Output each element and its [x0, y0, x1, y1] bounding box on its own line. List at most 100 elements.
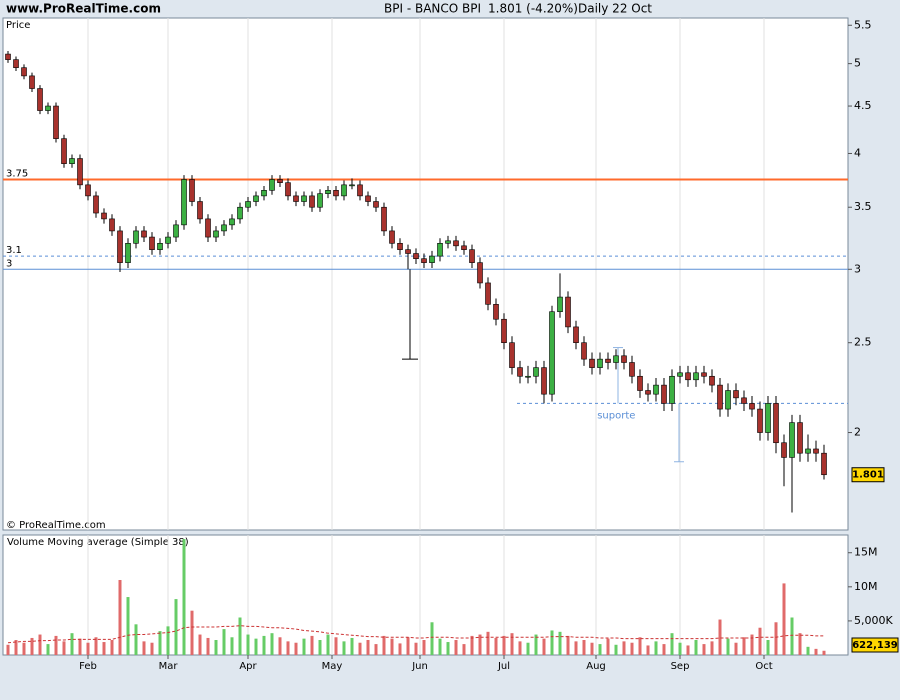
candle-body [293, 195, 299, 202]
price-tag: 1.801 [852, 470, 884, 481]
candle-body [669, 375, 675, 404]
price-panel [2, 17, 849, 531]
volume-bar [734, 642, 738, 655]
volume-bar [246, 634, 250, 655]
volume-bar [510, 633, 514, 655]
candle-body [565, 296, 571, 328]
candle-body [789, 422, 795, 458]
candle-body [421, 258, 427, 263]
volume-bar [566, 635, 570, 655]
volume-bar [262, 635, 266, 655]
candle-body [189, 179, 195, 202]
volume-bar [174, 599, 178, 655]
volume-bar [678, 642, 682, 655]
candle-body [429, 255, 435, 263]
volume-bar [198, 634, 202, 655]
candle-body [597, 358, 603, 368]
volume-bar [390, 638, 394, 655]
y-tick-label: 10M [854, 580, 878, 593]
candle-body [485, 282, 491, 305]
y-tick-label: 3 [854, 262, 861, 275]
volume-bar [718, 619, 722, 655]
x-tick-label: Sep [671, 661, 690, 672]
volume-bar [598, 644, 602, 655]
volume-bar [494, 637, 498, 655]
volume-bar [758, 627, 762, 655]
candle-body [21, 67, 27, 77]
candle-body [381, 206, 387, 232]
level-label: 3.75 [6, 168, 28, 179]
candle-body [709, 375, 715, 386]
candle-body [325, 190, 331, 194]
candle-body [125, 243, 131, 263]
volume-bar [726, 638, 730, 655]
candle-body [613, 355, 619, 363]
volume-bar [286, 641, 290, 655]
volume-bar [646, 645, 650, 655]
candle-body [533, 367, 539, 377]
level-label: 3 [6, 258, 12, 269]
volume-bar [182, 539, 186, 655]
candle-body [205, 218, 211, 238]
candle-body [653, 384, 659, 395]
candle-body [645, 390, 651, 395]
candle-body [397, 243, 403, 250]
candle-body [765, 403, 771, 433]
candle-body [461, 245, 467, 250]
volume-bar [790, 617, 794, 655]
volume-bar [94, 637, 98, 655]
volume-bar [294, 642, 298, 655]
candle-body [213, 230, 219, 238]
volume-bar [422, 640, 426, 655]
candle-body [229, 218, 235, 226]
candle-body [501, 318, 507, 343]
volume-bar [254, 638, 258, 655]
volume-bar [502, 635, 506, 655]
candle-body [181, 179, 187, 226]
candle-body [733, 390, 739, 399]
volume-bar [782, 583, 786, 655]
candle-body [221, 224, 227, 232]
candle-body [437, 243, 443, 257]
volume-bar [406, 637, 410, 655]
support-label: suporte [597, 410, 635, 421]
volume-tag-box [851, 637, 899, 653]
volume-bar [86, 642, 90, 655]
candle-body [29, 75, 35, 89]
volume-bar [238, 617, 242, 655]
volume-bar [710, 641, 714, 655]
volume-bar [310, 635, 314, 655]
volume-bar [622, 641, 626, 655]
candle-body [781, 442, 787, 458]
volume-bar [662, 644, 666, 655]
candle-body [53, 105, 59, 139]
candle-body [317, 193, 323, 208]
volume-bar [542, 638, 546, 655]
period: Daily 22 Oct [578, 2, 652, 16]
volume-bar [454, 640, 458, 655]
candle-body [813, 448, 819, 454]
volume-bar [654, 641, 658, 655]
volume-bar [46, 644, 50, 655]
volume-bar [206, 637, 210, 655]
candle-body [237, 206, 243, 220]
volume-bar [478, 634, 482, 655]
volume-bar [366, 640, 370, 655]
candle-body [389, 230, 395, 244]
y-tick-label: 2.5 [854, 336, 872, 349]
candle-body [109, 218, 115, 232]
candle-body [581, 342, 587, 360]
candle-body [717, 384, 723, 410]
candle-body [45, 105, 51, 111]
y-tick-label: 2 [854, 426, 861, 439]
candle-body [477, 262, 483, 284]
candle-body [525, 375, 531, 378]
volume-bar [78, 638, 82, 655]
candle-body [693, 372, 699, 381]
candle-body [685, 372, 691, 381]
volume-bar [798, 633, 802, 655]
volume-bar [526, 642, 530, 655]
candle-body [405, 249, 411, 254]
candle-body [333, 190, 339, 197]
